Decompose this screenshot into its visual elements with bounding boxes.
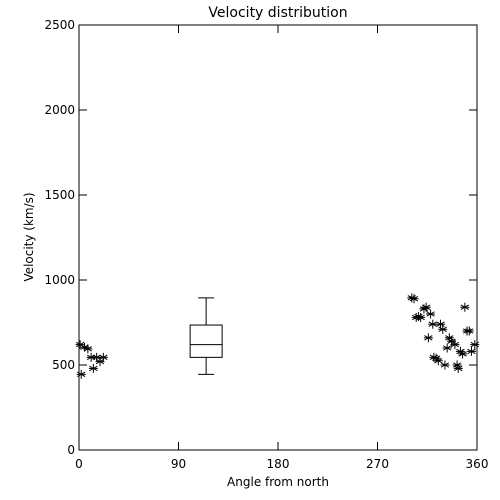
x-tick-label-2: 180 (267, 457, 290, 471)
boxplot (189, 297, 223, 375)
data-point-30 (453, 363, 463, 373)
data-point-23 (438, 324, 448, 334)
data-point-32 (458, 349, 468, 359)
scatter-points (75, 293, 480, 379)
x-axis-label: Angle from north (227, 475, 329, 489)
data-point-8 (98, 352, 108, 362)
x-tick-label-3: 270 (366, 457, 389, 471)
y-axis-label: Velocity (km/s) (22, 192, 36, 281)
axis-tick-labels: 0 90 180 270 360 0 500 1000 1500 2000 2500 (44, 18, 488, 471)
data-point-15 (421, 302, 431, 312)
data-point-13 (416, 312, 426, 322)
data-point-1 (76, 369, 86, 379)
axis-ticks (78, 24, 478, 451)
data-point-24 (440, 360, 450, 370)
data-point-37 (470, 340, 480, 350)
y-tick-label-5: 2500 (44, 18, 75, 32)
data-point-22 (436, 319, 446, 329)
data-point-33 (460, 302, 470, 312)
data-point-18 (428, 319, 438, 329)
y-tick-label-3: 1500 (44, 188, 75, 202)
plot-frame (78, 24, 478, 451)
chart-title: Velocity distribution (208, 5, 347, 21)
boxplot-box (189, 324, 223, 358)
data-point-28 (450, 340, 460, 350)
data-point-21 (433, 356, 443, 366)
y-tick-label-0: 0 (67, 443, 75, 457)
y-tick-label-2: 1000 (44, 273, 75, 287)
x-tick-label-1: 90 (171, 457, 186, 471)
y-tick-label-4: 2000 (44, 103, 75, 117)
x-tick-label-4: 360 (466, 457, 489, 471)
y-tick-label-1: 500 (52, 358, 75, 372)
data-point-10 (409, 294, 419, 304)
data-point-16 (423, 333, 433, 343)
x-tick-label-0: 0 (75, 457, 83, 471)
data-point-5 (88, 363, 98, 373)
data-point-3 (83, 344, 93, 354)
data-point-25 (442, 343, 452, 353)
data-point-17 (426, 309, 436, 319)
data-point-36 (466, 346, 476, 356)
data-point-35 (464, 326, 474, 336)
